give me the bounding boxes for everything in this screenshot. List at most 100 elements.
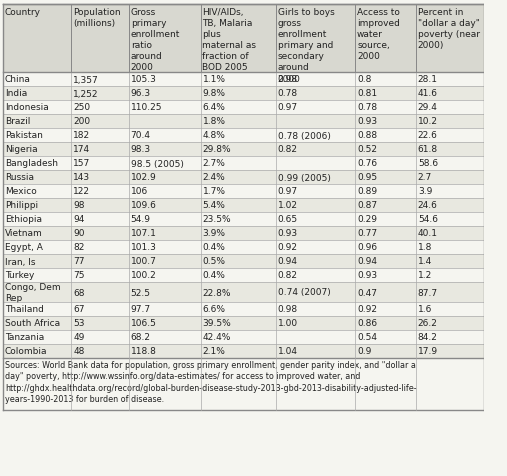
Bar: [3, 255, 484, 268]
Bar: [3, 129, 484, 143]
Text: 0.47: 0.47: [357, 288, 377, 297]
Text: 0.92: 0.92: [357, 305, 377, 314]
Text: 102.9: 102.9: [131, 173, 157, 182]
Text: 0.93: 0.93: [278, 229, 298, 238]
Text: Egypt, A: Egypt, A: [5, 243, 43, 252]
Text: 40.1: 40.1: [418, 229, 438, 238]
Text: 106: 106: [131, 187, 148, 196]
Text: 68: 68: [73, 288, 85, 297]
Text: 1.1%: 1.1%: [202, 75, 226, 84]
Text: 70.4: 70.4: [131, 131, 151, 140]
Text: Access to
improved
water
source,
2000: Access to improved water source, 2000: [357, 8, 400, 61]
Text: 98.5 (2005): 98.5 (2005): [131, 159, 184, 168]
Text: 0.99 (2005): 0.99 (2005): [278, 173, 331, 182]
Text: 0.92: 0.92: [278, 243, 298, 252]
Text: Pakistan: Pakistan: [5, 131, 43, 140]
Bar: [3, 198, 484, 213]
Text: Iran, Is: Iran, Is: [5, 257, 35, 266]
Text: Brazil: Brazil: [5, 117, 30, 126]
Text: 118.8: 118.8: [131, 347, 157, 356]
Bar: [3, 302, 484, 317]
Bar: [3, 330, 484, 344]
Text: 0.8: 0.8: [357, 75, 372, 84]
Text: 9.8%: 9.8%: [202, 89, 226, 98]
Text: 0.81: 0.81: [357, 89, 377, 98]
Bar: [3, 115, 484, 129]
Text: 48: 48: [73, 347, 85, 356]
Text: 143: 143: [73, 173, 90, 182]
Text: 0.76: 0.76: [357, 159, 377, 168]
Text: 1.4: 1.4: [418, 257, 432, 266]
Text: 1.7%: 1.7%: [202, 187, 226, 196]
Text: 5.4%: 5.4%: [202, 201, 225, 210]
Text: 68.2: 68.2: [131, 333, 151, 342]
Text: 94: 94: [73, 215, 85, 224]
Text: Nigeria: Nigeria: [5, 145, 38, 154]
Text: 41.6: 41.6: [418, 89, 438, 98]
Text: 100.2: 100.2: [131, 271, 157, 280]
Text: 0.95: 0.95: [357, 173, 377, 182]
Text: 49: 49: [73, 333, 85, 342]
Bar: [3, 73, 484, 87]
Text: 0.4%: 0.4%: [202, 271, 225, 280]
Text: 90: 90: [73, 229, 85, 238]
Text: 0.97: 0.97: [278, 103, 298, 112]
Text: 61.8: 61.8: [418, 145, 438, 154]
Text: India: India: [5, 89, 27, 98]
Text: Mexico: Mexico: [5, 187, 37, 196]
Text: 0.82: 0.82: [278, 145, 298, 154]
Text: 82: 82: [73, 243, 85, 252]
Text: 1.2: 1.2: [418, 271, 432, 280]
Text: HIV/AIDs,
TB, Malaria
plus
maternal as
fraction of
BOD 2005: HIV/AIDs, TB, Malaria plus maternal as f…: [202, 8, 257, 72]
Text: 0.86: 0.86: [357, 319, 377, 328]
Text: 0.82: 0.82: [278, 271, 298, 280]
Text: Congo, Dem
Rep: Congo, Dem Rep: [5, 283, 60, 302]
Bar: [3, 344, 484, 358]
Text: 29.4: 29.4: [418, 103, 438, 112]
Bar: [3, 185, 484, 198]
Text: 3.9: 3.9: [418, 187, 432, 196]
Bar: [3, 268, 484, 282]
Text: 0.78: 0.78: [357, 103, 377, 112]
Text: 0.65: 0.65: [278, 215, 298, 224]
Text: 105.3: 105.3: [131, 75, 157, 84]
Text: 0.78 (2006): 0.78 (2006): [278, 131, 331, 140]
Text: 0.78: 0.78: [278, 89, 298, 98]
Text: 1.8: 1.8: [418, 243, 432, 252]
Text: 22.6: 22.6: [418, 131, 438, 140]
Text: 0.98: 0.98: [278, 305, 298, 314]
Text: 250: 250: [73, 103, 90, 112]
Text: 84.2: 84.2: [418, 333, 438, 342]
Text: 0.97: 0.97: [278, 187, 298, 196]
Text: Turkey: Turkey: [5, 271, 34, 280]
Text: 98: 98: [73, 201, 85, 210]
Text: 109.6: 109.6: [131, 201, 157, 210]
Text: 1.6: 1.6: [418, 305, 432, 314]
Text: 0.94: 0.94: [357, 257, 377, 266]
Bar: [3, 157, 484, 170]
Text: Population
(millions): Population (millions): [73, 8, 121, 28]
Text: 87.7: 87.7: [418, 288, 438, 297]
Text: 52.5: 52.5: [131, 288, 151, 297]
Text: 58.6: 58.6: [418, 159, 438, 168]
Text: 182: 182: [73, 131, 90, 140]
Text: Philippi: Philippi: [5, 201, 38, 210]
Text: Sources: World Bank data for population, gross primary enrollment, gender parity: Sources: World Bank data for population,…: [5, 360, 416, 404]
Text: Tanzania: Tanzania: [5, 333, 44, 342]
Text: 24.6: 24.6: [418, 201, 438, 210]
Text: Colombia: Colombia: [5, 347, 47, 356]
Text: 0.98: 0.98: [278, 75, 298, 84]
Text: 110.25: 110.25: [131, 103, 162, 112]
Bar: [3, 282, 484, 302]
Text: 100.7: 100.7: [131, 257, 157, 266]
Bar: [3, 143, 484, 157]
Bar: [3, 87, 484, 101]
Text: 67: 67: [73, 305, 85, 314]
Text: 96.3: 96.3: [131, 89, 151, 98]
Bar: [3, 358, 484, 410]
Text: 0.94: 0.94: [278, 257, 298, 266]
Text: 10.2: 10.2: [418, 117, 438, 126]
Text: 2.7: 2.7: [418, 173, 432, 182]
Text: 4.8%: 4.8%: [202, 131, 225, 140]
Text: 2.4%: 2.4%: [202, 173, 225, 182]
